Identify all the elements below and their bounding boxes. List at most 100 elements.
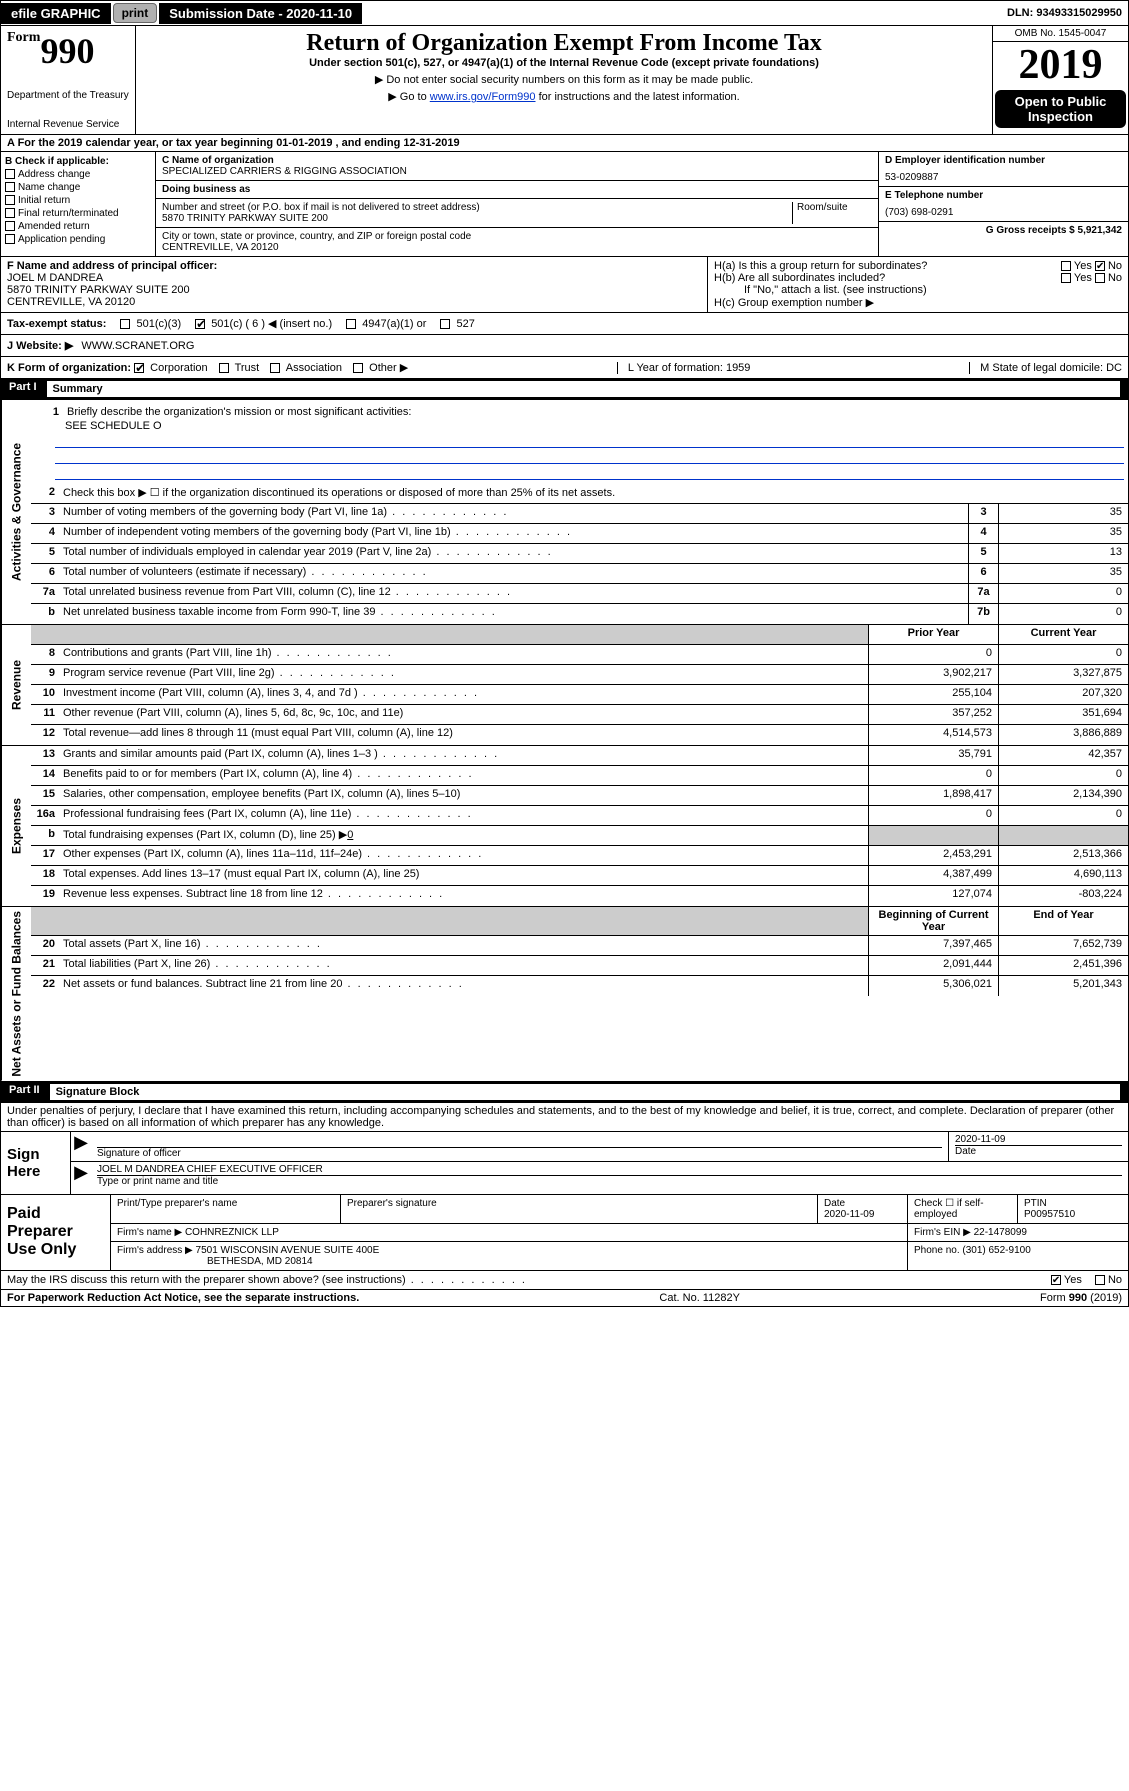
part1-title: Summary <box>47 381 1120 397</box>
ha-label: H(a) Is this a group return for subordin… <box>714 260 927 272</box>
row-f-h: F Name and address of principal officer:… <box>0 257 1129 313</box>
paid-preparer-label: Paid Preparer Use Only <box>1 1195 111 1270</box>
section-governance: Activities & Governance 1Briefly describ… <box>0 400 1129 625</box>
sig-officer-label: Signature of officer <box>97 1148 942 1159</box>
hb-yes[interactable] <box>1061 273 1071 283</box>
sig-date-label: Date <box>955 1146 1122 1157</box>
line6: Total number of volunteers (estimate if … <box>59 564 968 583</box>
chk-amended[interactable] <box>5 221 15 231</box>
city-label: City or town, state or province, country… <box>162 231 872 242</box>
line16a: Professional fundraising fees (Part IX, … <box>59 806 868 825</box>
addr-label: Number and street (or P.O. box if mail i… <box>162 202 792 213</box>
line4: Number of independent voting members of … <box>59 524 968 543</box>
chk-527[interactable] <box>440 319 450 329</box>
hb-note: If "No," attach a list. (see instruction… <box>714 284 1122 296</box>
lbl-amended: Amended return <box>18 221 90 232</box>
block-h: H(a) Is this a group return for subordin… <box>708 257 1128 312</box>
line2: Check this box ▶ ☐ if the organization d… <box>59 484 1128 503</box>
lbl-assoc: Association <box>286 362 342 374</box>
side-revenue: Revenue <box>1 625 31 745</box>
firm-name-lbl: Firm's name ▶ <box>117 1227 182 1238</box>
line16b: Total fundraising expenses (Part IX, col… <box>59 826 868 845</box>
ha-no[interactable] <box>1095 261 1105 271</box>
chk-assoc[interactable] <box>270 363 280 373</box>
c15: 2,134,390 <box>998 786 1128 805</box>
city-state-zip: CENTREVILLE, VA 20120 <box>162 242 872 253</box>
website-value: WWW.SCRANET.ORG <box>81 340 194 352</box>
hdr-prior: Prior Year <box>868 625 998 644</box>
chk-final[interactable] <box>5 208 15 218</box>
c14: 0 <box>998 766 1128 785</box>
hc-label: H(c) Group exemption number ▶ <box>714 296 1122 309</box>
line22: Net assets or fund balances. Subtract li… <box>59 976 868 996</box>
block-b-header: B Check if applicable: <box>5 156 151 167</box>
chk-address[interactable] <box>5 169 15 179</box>
chk-other[interactable] <box>353 363 363 373</box>
discuss-yes[interactable] <box>1051 1275 1061 1285</box>
lbl-pending: Application pending <box>18 234 105 245</box>
sig-typed-label: Type or print name and title <box>97 1176 1122 1187</box>
chk-501c3[interactable] <box>120 319 130 329</box>
discuss-no[interactable] <box>1095 1275 1105 1285</box>
dba-label: Doing business as <box>162 184 872 195</box>
l16b-lbl: Total fundraising expenses (Part IX, col… <box>63 829 347 841</box>
bottom-row: For Paperwork Reduction Act Notice, see … <box>0 1290 1129 1307</box>
p15: 1,898,417 <box>868 786 998 805</box>
v6: 35 <box>998 564 1128 583</box>
dept-treasury: Department of the Treasury <box>7 90 129 101</box>
c10: 207,320 <box>998 685 1128 704</box>
period-row: A For the 2019 calendar year, or tax yea… <box>0 135 1129 152</box>
firm-ein: Firm's EIN ▶ 22-1478099 <box>908 1224 1128 1241</box>
officer-name: JOEL M DANDREA <box>7 272 701 284</box>
print-button[interactable]: print <box>113 3 158 23</box>
instructions-link[interactable]: www.irs.gov/Form990 <box>430 91 536 103</box>
p11: 357,252 <box>868 705 998 724</box>
lbl-name: Name change <box>18 182 80 193</box>
line7b: Net unrelated business taxable income fr… <box>59 604 968 624</box>
ha-yes[interactable] <box>1061 261 1071 271</box>
tax-status-row: Tax-exempt status: 501(c)(3) 501(c) ( 6 … <box>0 313 1129 335</box>
chk-501c[interactable] <box>195 319 205 329</box>
line12: Total revenue—add lines 8 through 11 (mu… <box>59 725 868 745</box>
info-grid: B Check if applicable: Address change Na… <box>0 152 1129 257</box>
line15: Salaries, other compensation, employee b… <box>59 786 868 805</box>
chk-name[interactable] <box>5 182 15 192</box>
firm-addr-lbl: Firm's address ▶ <box>117 1245 193 1256</box>
note2-post: for instructions and the latest informat… <box>536 91 740 103</box>
c13: 42,357 <box>998 746 1128 765</box>
chk-4947[interactable] <box>346 319 356 329</box>
c8: 0 <box>998 645 1128 664</box>
chk-trust[interactable] <box>219 363 229 373</box>
l16b-val: 0 <box>347 829 353 841</box>
prep-sig-label: Preparer's signature <box>341 1195 818 1223</box>
c19: -803,224 <box>998 886 1128 906</box>
p17: 2,453,291 <box>868 846 998 865</box>
chk-initial[interactable] <box>5 195 15 205</box>
arrow-icon: ▶ <box>71 1162 91 1189</box>
c9: 3,327,875 <box>998 665 1128 684</box>
line3: Number of voting members of the governin… <box>59 504 968 523</box>
open1: Open to Public <box>997 94 1124 109</box>
part2-header: Part II Signature Block <box>0 1082 1129 1103</box>
lbl-501c3: 501(c)(3) <box>137 318 182 330</box>
hdr-begin: Beginning of Current Year <box>868 907 998 935</box>
lbl-initial: Initial return <box>18 195 70 206</box>
discuss-row: May the IRS discuss this return with the… <box>0 1271 1129 1290</box>
form-subtitle: Under section 501(c), 527, or 4947(a)(1)… <box>146 57 982 69</box>
form-header: Form990 Department of the Treasury Inter… <box>0 26 1129 135</box>
tax-year: 2019 <box>993 42 1128 88</box>
v4: 35 <box>998 524 1128 543</box>
declaration-text: Under penalties of perjury, I declare th… <box>0 1103 1129 1132</box>
p12: 4,514,573 <box>868 725 998 745</box>
kform-row: K Form of organization: Corporation Trus… <box>0 357 1129 379</box>
section-revenue: Revenue Prior YearCurrent Year 8Contribu… <box>0 625 1129 746</box>
lbl-other: Other ▶ <box>369 362 408 374</box>
dln-label: DLN: 93493315029950 <box>1001 4 1128 22</box>
lbl-address: Address change <box>18 169 90 180</box>
ptin-val: P00957510 <box>1024 1209 1122 1220</box>
hb-no[interactable] <box>1095 273 1105 283</box>
chk-pending[interactable] <box>5 234 15 244</box>
chk-corp[interactable] <box>134 363 144 373</box>
p22: 5,306,021 <box>868 976 998 996</box>
year-box: OMB No. 1545-0047 2019 Open to Public In… <box>993 26 1128 134</box>
